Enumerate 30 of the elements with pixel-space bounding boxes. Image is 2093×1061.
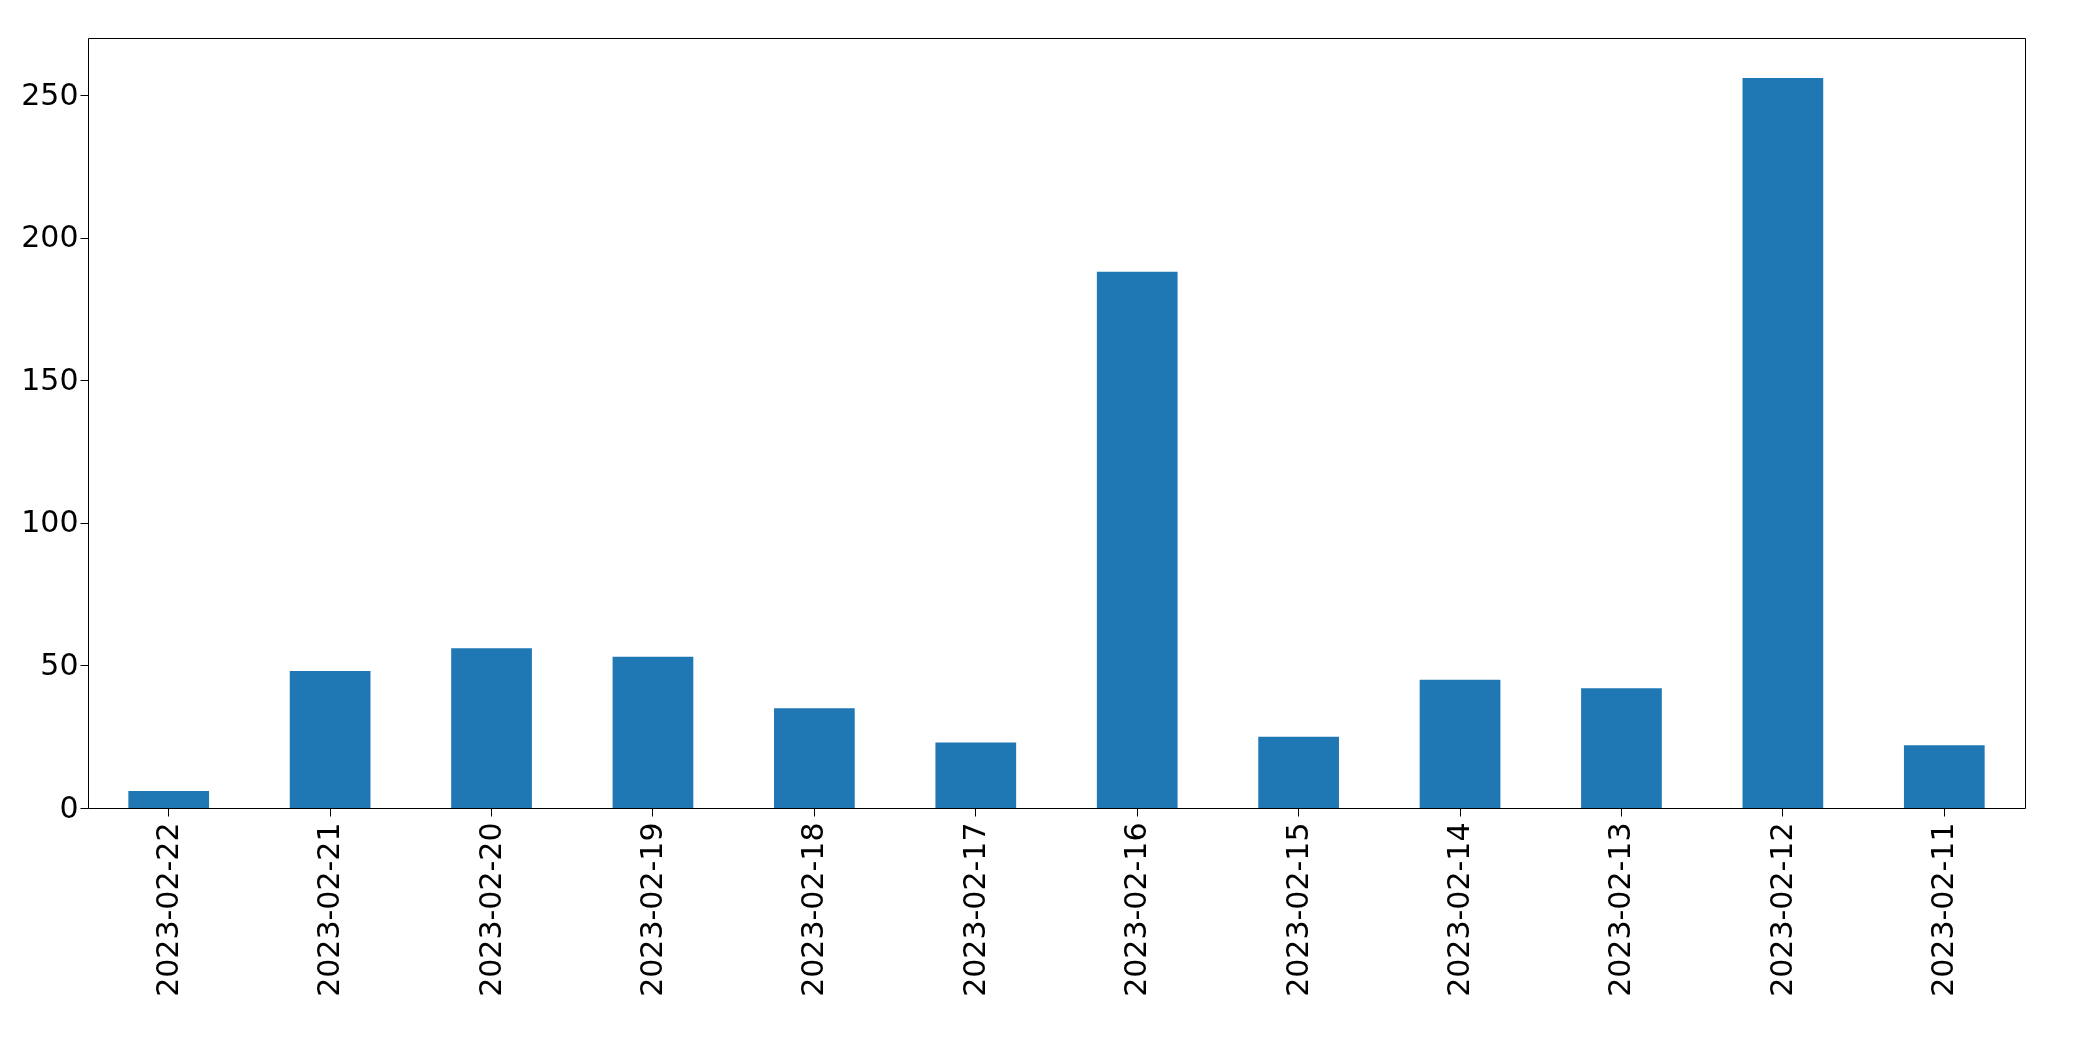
bar — [612, 656, 694, 808]
x-tick-label: 2023-02-17 — [956, 822, 992, 997]
bar — [1903, 745, 1985, 808]
x-tick-label: 2023-02-11 — [1925, 822, 1961, 997]
bar — [128, 790, 210, 808]
y-tick-label: 250 — [21, 76, 79, 112]
x-tick-label: 2023-02-22 — [149, 822, 185, 997]
bar — [1581, 688, 1662, 808]
x-tick-label: 2023-02-21 — [311, 822, 347, 997]
bar — [1258, 736, 1339, 808]
bar — [289, 671, 371, 808]
x-tick-label: 2023-02-13 — [1602, 822, 1638, 997]
x-tick-label: 2023-02-14 — [1441, 822, 1477, 997]
bar — [935, 742, 1017, 808]
x-tick-label: 2023-02-16 — [1118, 822, 1154, 997]
bar — [451, 648, 532, 808]
y-tick-label: 150 — [21, 361, 79, 397]
x-tick-label: 2023-02-18 — [795, 822, 831, 997]
y-tick-label: 0 — [59, 789, 79, 825]
x-tick-label: 2023-02-19 — [633, 822, 669, 997]
x-tick-label: 2023-02-20 — [472, 822, 508, 997]
x-tick-label: 2023-02-12 — [1763, 822, 1799, 997]
bar — [774, 708, 855, 808]
bar — [1742, 77, 1824, 808]
x-tick-label: 2023-02-15 — [1279, 822, 1315, 997]
y-tick-label: 100 — [21, 504, 79, 540]
y-tick-label: 50 — [40, 646, 79, 682]
bar — [1096, 271, 1178, 808]
bar — [1419, 679, 1501, 808]
y-tick-label: 200 — [21, 219, 79, 255]
